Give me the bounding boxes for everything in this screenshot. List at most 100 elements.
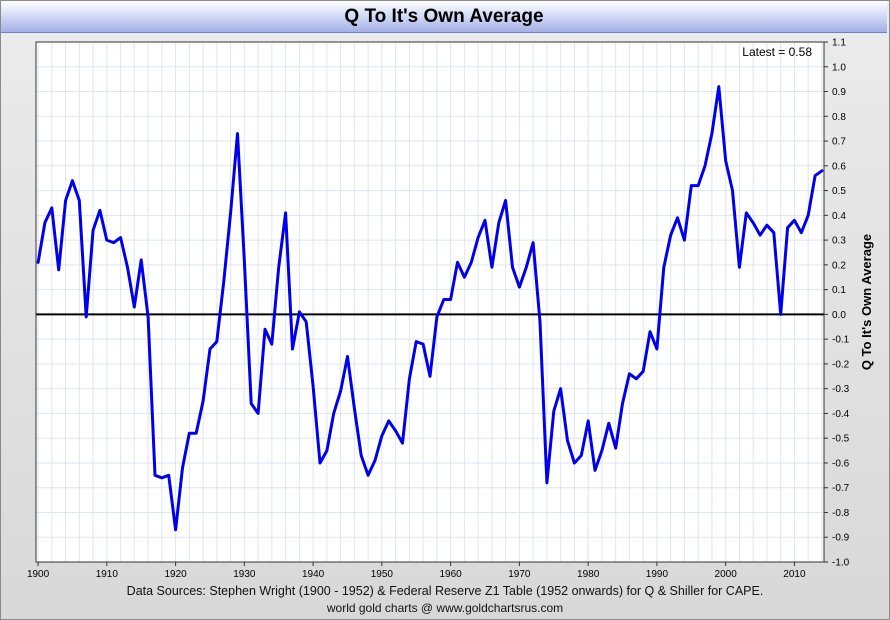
data-point (146, 315, 150, 319)
data-point (311, 384, 315, 388)
chart-title: Q To It's Own Average (344, 6, 544, 27)
data-point (236, 132, 239, 135)
data-point (91, 228, 95, 232)
data-point (497, 221, 500, 224)
data-point (394, 429, 397, 432)
data-sources-note: Data Sources: Stephen Wright (1900 - 195… (126, 584, 764, 598)
data-point (470, 261, 473, 264)
data-point (531, 241, 535, 244)
data-point (559, 387, 562, 390)
data-point (738, 266, 741, 269)
data-point (573, 461, 576, 465)
x-tick-label: 1980 (577, 569, 600, 580)
data-point (435, 315, 439, 319)
y-tick-label: 0.9 (832, 87, 846, 98)
data-point (676, 216, 679, 220)
x-tick-label: 1970 (508, 569, 531, 580)
data-points (36, 85, 824, 532)
data-point (373, 459, 377, 462)
x-tick-label: 1900 (27, 569, 50, 580)
data-point (731, 189, 734, 192)
data-point (250, 402, 253, 405)
data-point (256, 412, 260, 415)
y-axis: 1.1 1.0 0.9 0.8 0.7 0.6 0.5 0.4 0.3 0.2 0.1 0.0 -0.1… (824, 38, 850, 569)
data-point (36, 261, 40, 264)
data-point (793, 219, 796, 222)
data-point (449, 298, 452, 301)
data-point (421, 342, 425, 346)
y-tick-label: -0.1 (832, 335, 850, 346)
x-tick-label: 1910 (96, 569, 119, 580)
data-point (580, 454, 583, 457)
data-point (208, 347, 212, 351)
data-point (353, 407, 356, 410)
data-point (696, 184, 700, 187)
data-point (195, 432, 198, 435)
data-point (779, 313, 782, 316)
data-point (174, 528, 177, 532)
data-point (669, 233, 672, 237)
data-point (119, 236, 122, 239)
x-tick-label: 2000 (715, 569, 738, 580)
data-point (160, 476, 164, 480)
data-point (765, 224, 769, 227)
data-point (786, 226, 789, 229)
x-tick-label: 2010 (783, 569, 806, 580)
data-point (614, 446, 617, 450)
y-tick-label: 0.0 (832, 310, 846, 321)
y-tick-label: -0.3 (832, 384, 850, 395)
data-point (800, 231, 803, 234)
data-point (181, 466, 184, 470)
data-point (318, 461, 322, 465)
y-tick-label: -0.9 (832, 533, 850, 544)
x-tick-label: 1960 (440, 569, 463, 580)
data-point (600, 449, 604, 452)
y-tick-label: 1.1 (832, 38, 846, 49)
data-point (188, 432, 191, 435)
data-point (43, 221, 47, 224)
data-point (628, 372, 631, 376)
y-tick-label: 0.7 (832, 137, 846, 148)
data-point (662, 266, 665, 269)
y-tick-label: -1.0 (832, 558, 850, 569)
data-point (655, 347, 659, 351)
latest-label: Latest = 0.58 (742, 45, 812, 59)
data-point (78, 199, 81, 202)
data-point (724, 159, 727, 163)
y-tick-label: -0.7 (832, 483, 850, 494)
x-tick-label: 1920 (164, 569, 187, 580)
data-point (690, 184, 693, 187)
y-tick-label: -0.2 (832, 359, 850, 370)
y-tick-label: 0.5 (832, 186, 846, 197)
data-point (215, 340, 219, 343)
data-point (126, 266, 129, 269)
data-point (84, 315, 88, 319)
data-point (387, 419, 390, 423)
data-point (380, 434, 384, 437)
data-point (717, 85, 720, 88)
data-point (621, 402, 624, 405)
data-point (428, 375, 432, 378)
data-point (476, 236, 480, 239)
data-point (277, 266, 280, 269)
title-bar: Q To It's Own Average (1, 1, 887, 33)
data-point (641, 370, 645, 373)
data-point (538, 320, 542, 324)
data-point (463, 276, 466, 279)
y-tick-label: 0.3 (832, 236, 846, 247)
x-tick-label: 1930 (233, 569, 256, 580)
data-point (201, 399, 205, 403)
data-point (408, 377, 411, 380)
data-point (820, 169, 824, 172)
data-point (683, 238, 686, 242)
data-point (339, 389, 342, 393)
plot-area (36, 42, 824, 562)
data-point (525, 266, 528, 269)
data-point (305, 320, 308, 324)
data-point (153, 474, 157, 477)
data-point (229, 211, 232, 215)
data-point (813, 174, 817, 177)
y-tick-label: 1.0 (832, 62, 846, 73)
data-point (263, 328, 267, 331)
